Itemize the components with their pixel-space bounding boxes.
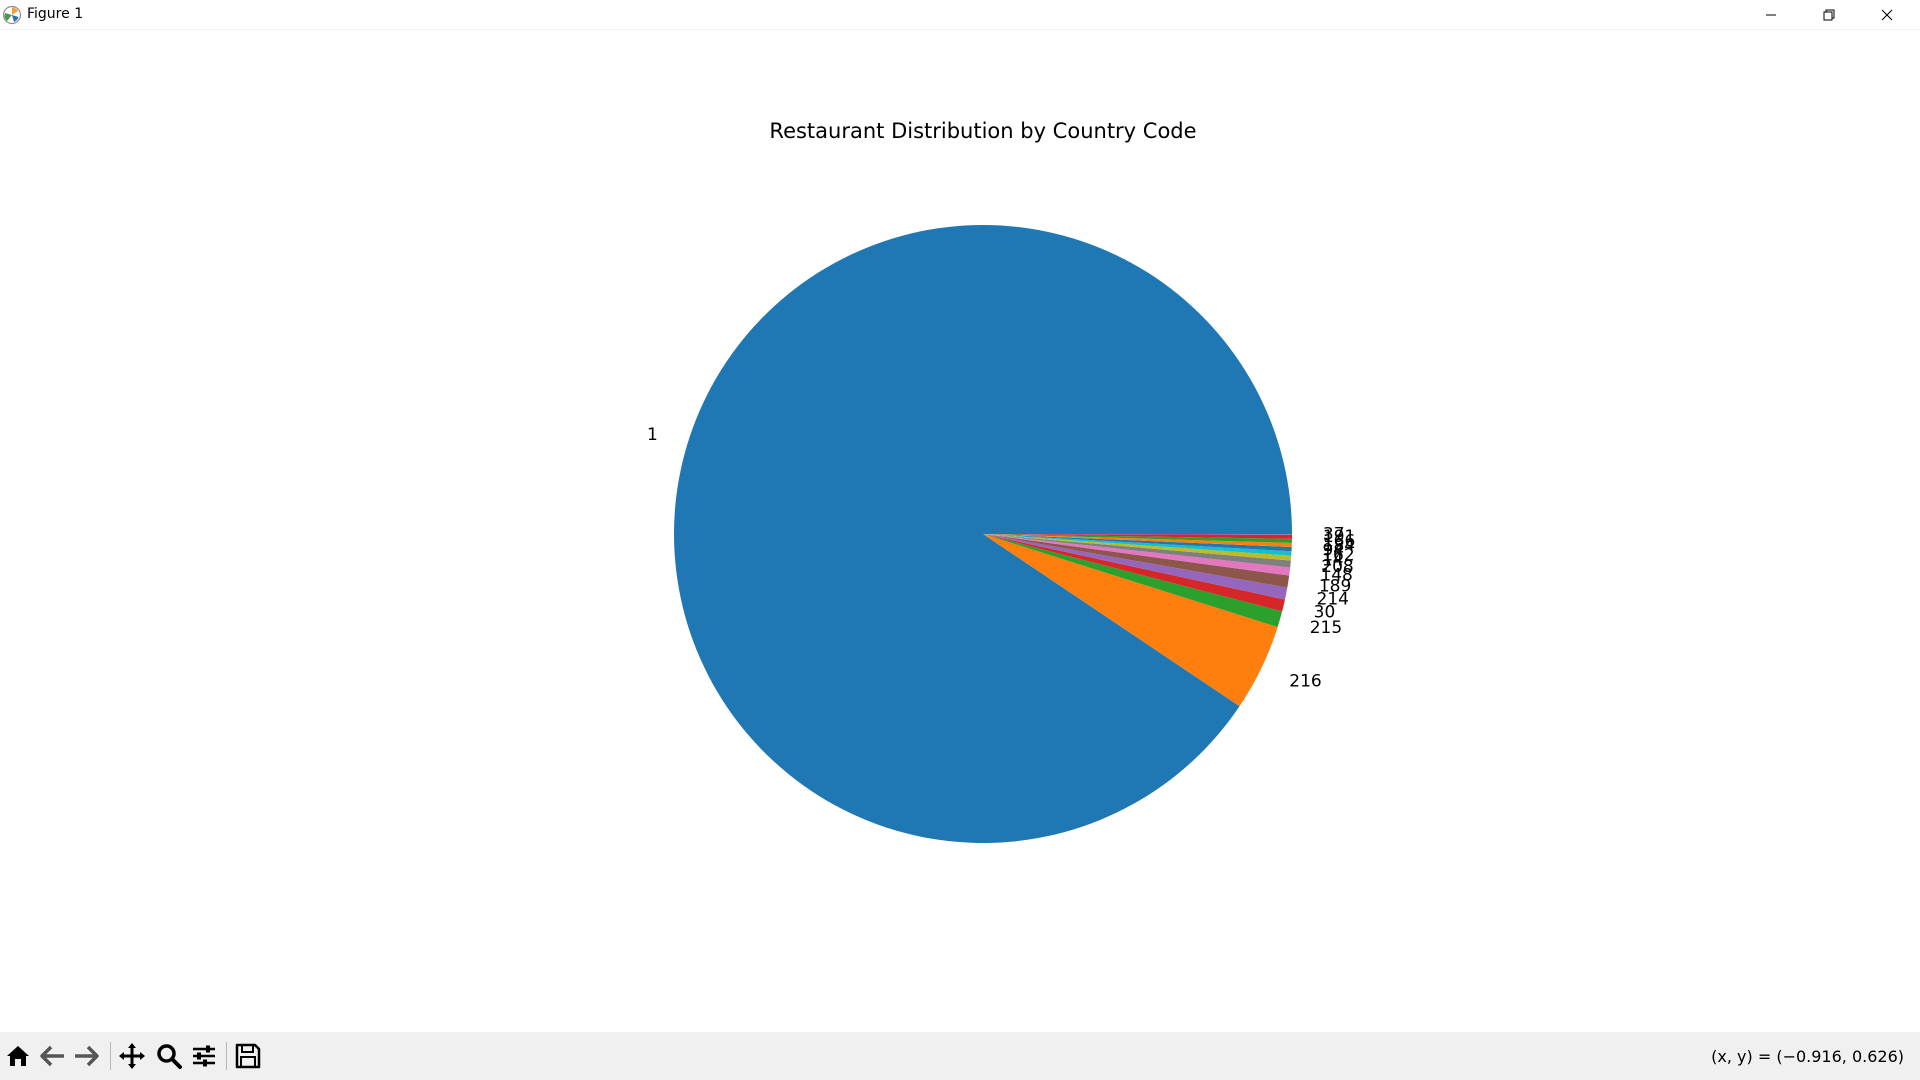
pie-slice-208 bbox=[983, 534, 1291, 568]
matplotlib-logo-icon bbox=[2, 5, 22, 25]
pie-slice-189 bbox=[983, 534, 1290, 588]
pie-label: 189 bbox=[1319, 576, 1351, 596]
pie-label: 14 bbox=[1322, 551, 1344, 571]
zoom-button[interactable] bbox=[153, 1040, 185, 1072]
minimize-button[interactable] bbox=[1742, 0, 1800, 29]
pie-slice-30 bbox=[983, 534, 1285, 612]
move-icon bbox=[119, 1043, 145, 1069]
save-button[interactable] bbox=[232, 1040, 264, 1072]
navigation-toolbar: (x, y) = (−0.916, 0.626) bbox=[0, 1032, 1920, 1080]
magnifier-icon bbox=[157, 1044, 182, 1069]
forward-button[interactable] bbox=[70, 1040, 102, 1072]
pie-label: 208 bbox=[1321, 557, 1353, 577]
pie-slice-1 bbox=[674, 225, 1292, 844]
pie-label: 214 bbox=[1317, 590, 1349, 610]
pie-label: 166 bbox=[1323, 532, 1355, 552]
pie-slice-166 bbox=[983, 534, 1292, 543]
pie-label: 215 bbox=[1310, 618, 1342, 638]
minimize-icon bbox=[1766, 14, 1776, 15]
home-button[interactable] bbox=[2, 1040, 34, 1072]
pie-slice-191 bbox=[983, 534, 1292, 539]
restore-button[interactable] bbox=[1800, 0, 1858, 29]
close-button[interactable] bbox=[1858, 0, 1916, 29]
arrow-right-icon bbox=[75, 1045, 99, 1067]
chart-title: Restaurant Distribution by Country Code bbox=[769, 119, 1196, 143]
pie-slice-214 bbox=[983, 534, 1288, 600]
toolbar-separator bbox=[110, 1042, 111, 1070]
pie-slice-162 bbox=[983, 534, 1292, 556]
close-icon bbox=[1881, 9, 1893, 20]
restore-icon bbox=[1823, 9, 1835, 20]
configure-subplots-button[interactable] bbox=[188, 1040, 220, 1072]
floppy-disk-icon bbox=[235, 1043, 261, 1069]
toolbar-separator bbox=[226, 1042, 227, 1070]
pie-slice-215 bbox=[983, 534, 1283, 628]
sliders-icon bbox=[193, 1045, 215, 1067]
pie-label: 162 bbox=[1322, 545, 1354, 565]
window-titlebar: Figure 1 bbox=[0, 0, 1920, 30]
home-icon bbox=[7, 1046, 29, 1066]
pie-slice-94 bbox=[983, 534, 1292, 552]
pie-label: 216 bbox=[1289, 671, 1321, 691]
pie-slice-184 bbox=[983, 534, 1292, 548]
pie-slice-148 bbox=[983, 534, 1291, 576]
window-title: Figure 1 bbox=[27, 6, 84, 22]
pie-label: 37 bbox=[1323, 524, 1345, 544]
back-button[interactable] bbox=[37, 1040, 69, 1072]
pan-button[interactable] bbox=[116, 1040, 148, 1072]
pie-label: 191 bbox=[1323, 527, 1355, 547]
pie-label: 30 bbox=[1314, 603, 1336, 623]
cursor-coordinates: (x, y) = (−0.916, 0.626) bbox=[1711, 1047, 1904, 1066]
pie-chart: Restaurant Distribution by Country Code … bbox=[647, 119, 1355, 844]
pie-slices bbox=[674, 225, 1292, 844]
pie-label: 1 bbox=[647, 425, 658, 445]
pie-label: 94 bbox=[1322, 541, 1344, 561]
arrow-left-icon bbox=[40, 1045, 64, 1067]
pie-slice-14 bbox=[983, 534, 1292, 561]
pie-label: 148 bbox=[1320, 565, 1352, 585]
pie-slice-216 bbox=[983, 534, 1278, 707]
pie-label: 184 bbox=[1323, 536, 1355, 556]
